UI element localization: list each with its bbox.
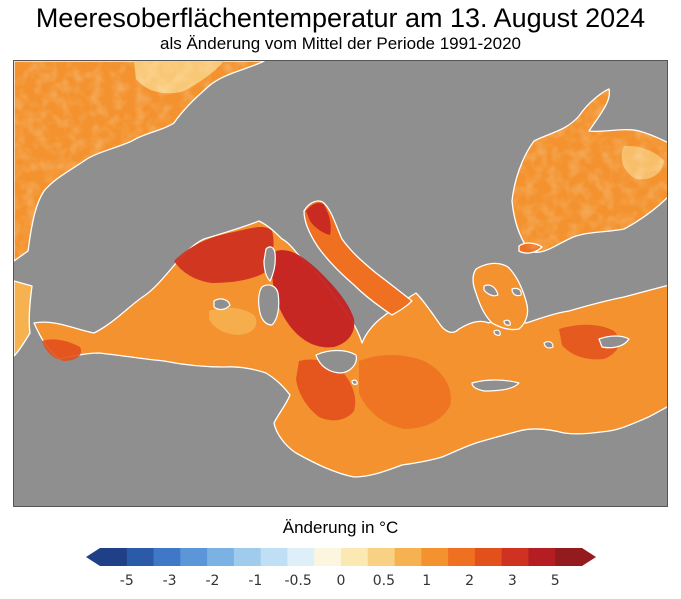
- legend-tick-labels: -5 -3 -2 -1 -0.5 0 0.5 1 2 3 5: [0, 573, 681, 595]
- legend-tick-label: -5: [119, 573, 134, 589]
- mild-region-balearic: [209, 307, 257, 335]
- hot-region-tyrrhenian: [272, 250, 355, 348]
- legend-arrow-high: [582, 548, 596, 566]
- legend-tick-label: 2: [465, 573, 474, 589]
- legend-swatch: [126, 548, 154, 566]
- legend-swatch: [207, 548, 235, 566]
- legend-tick-label: 0.5: [372, 573, 395, 589]
- map-subtitle: als Änderung vom Mittel der Periode 1991…: [160, 34, 521, 53]
- mediterranean-sea: [33, 220, 667, 478]
- legend-swatch: [474, 548, 503, 566]
- legend-swatch: [233, 548, 262, 566]
- island-cyclades-2: [493, 329, 501, 336]
- hot-region-ionian: [359, 355, 451, 429]
- legend-swatch: [260, 548, 288, 566]
- legend-swatch: [367, 548, 395, 566]
- sea-temperature-map: [13, 60, 668, 507]
- map-title: Meeresoberflächentemperatur am 13. Augus…: [35, 3, 646, 33]
- hot-region-sicily-channel: [296, 359, 356, 421]
- island-cyprus: [598, 335, 630, 349]
- island-sardinia: [258, 284, 280, 326]
- legend-tick-label: -1: [248, 573, 263, 589]
- legend-swatch: [314, 548, 342, 566]
- aegean-sea: [472, 262, 529, 331]
- legend-swatch: [501, 548, 529, 566]
- legend-swatch: [100, 548, 128, 566]
- legend-swatch: [394, 548, 422, 566]
- legend-swatch: [421, 548, 449, 566]
- legend-tick-label: 0: [336, 573, 346, 589]
- hot-region-alboran: [42, 339, 82, 361]
- legend-tick-label: 5: [550, 573, 560, 589]
- legend-swatch: [528, 548, 556, 566]
- island-malta: [351, 379, 358, 385]
- color-legend-bar: [86, 548, 596, 566]
- legend-title: Änderung in °C: [282, 518, 399, 537]
- legend-tick-label: -0.5: [284, 573, 312, 589]
- legend-swatch: [287, 548, 315, 566]
- hot-region-gulf-of-lion: [174, 227, 274, 283]
- island-cyclades-1: [503, 319, 511, 326]
- legend-swatch: [448, 548, 476, 566]
- legend-swatch: [555, 548, 583, 566]
- legend-tick-label: 1: [422, 573, 432, 589]
- legend-arrow-low: [86, 548, 100, 566]
- legend-tick-label: 3: [507, 573, 517, 589]
- island-corsica: [263, 246, 276, 282]
- island-mallorca: [213, 298, 231, 311]
- atlantic-iberia: [14, 280, 33, 357]
- hot-region-adriatic-north: [306, 203, 331, 235]
- hot-region-levant: [559, 324, 620, 360]
- legend-swatch: [180, 548, 208, 566]
- legend-tick-label: -3: [162, 573, 177, 589]
- legend-swatch: [341, 548, 369, 566]
- island-crete: [471, 379, 520, 392]
- legend-tick-label: -2: [205, 573, 220, 589]
- island-sicily: [315, 349, 357, 374]
- legend-swatch: [153, 548, 181, 566]
- island-rhodes: [543, 341, 554, 349]
- adriatic-sea: [303, 200, 413, 316]
- island-euboea: [483, 284, 499, 297]
- island-lesbos: [511, 287, 522, 297]
